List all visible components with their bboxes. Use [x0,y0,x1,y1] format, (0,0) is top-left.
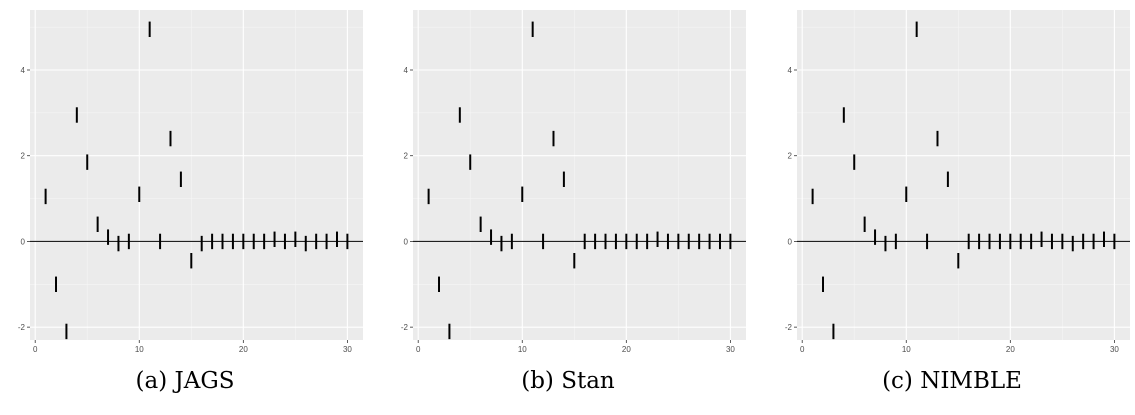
x-tick-label: 10 [135,345,144,354]
x-tick-label: 30 [1110,345,1119,354]
x-tick-label: 0 [416,345,421,354]
plot-background [797,10,1130,340]
y-tick-label: 4 [404,66,409,75]
plot-background [413,10,746,340]
plot-nimble: 0 10 20 30 -2 0 2 4 [785,10,1130,354]
plot-jags: 0 10 20 30 -2 0 2 4 [18,10,363,354]
x-tick-label: 20 [1006,345,1015,354]
x-tick-label: 10 [902,345,911,354]
chart-panel-stan: 0 10 20 30 -2 0 2 4 (b) Stan [383,0,753,415]
caption-stan: (b) Stan [521,368,615,394]
y-tick-label: 2 [788,152,793,161]
y-tick-label: -2 [401,323,409,332]
x-tick-label: 30 [343,345,352,354]
y-tick-label: 0 [404,237,409,246]
x-tick-label: 20 [239,345,248,354]
caption-jags: (a) JAGS [135,368,235,394]
y-tick-label: 4 [21,66,26,75]
y-tick-label: 2 [21,152,26,161]
y-tick-label: -2 [785,323,793,332]
y-tick-label: -2 [18,323,26,332]
x-tick-label: 10 [518,345,527,354]
x-tick-label: 0 [800,345,805,354]
x-tick-label: 30 [726,345,735,354]
chart-panel-jags: 0 10 20 30 -2 0 2 4 (a) JAGS [0,0,370,415]
y-tick-label: 2 [404,152,409,161]
y-tick-label: 4 [788,66,793,75]
y-tick-label: 0 [21,237,26,246]
plot-background [30,10,363,340]
x-tick-label: 0 [33,345,38,354]
x-tick-label: 20 [622,345,631,354]
y-tick-label: 0 [788,237,793,246]
chart-panel-nimble: 0 10 20 30 -2 0 2 4 (c) NIMBLE [767,0,1135,415]
caption-nimble: (c) NIMBLE [882,368,1022,394]
plot-stan: 0 10 20 30 -2 0 2 4 [401,10,746,354]
